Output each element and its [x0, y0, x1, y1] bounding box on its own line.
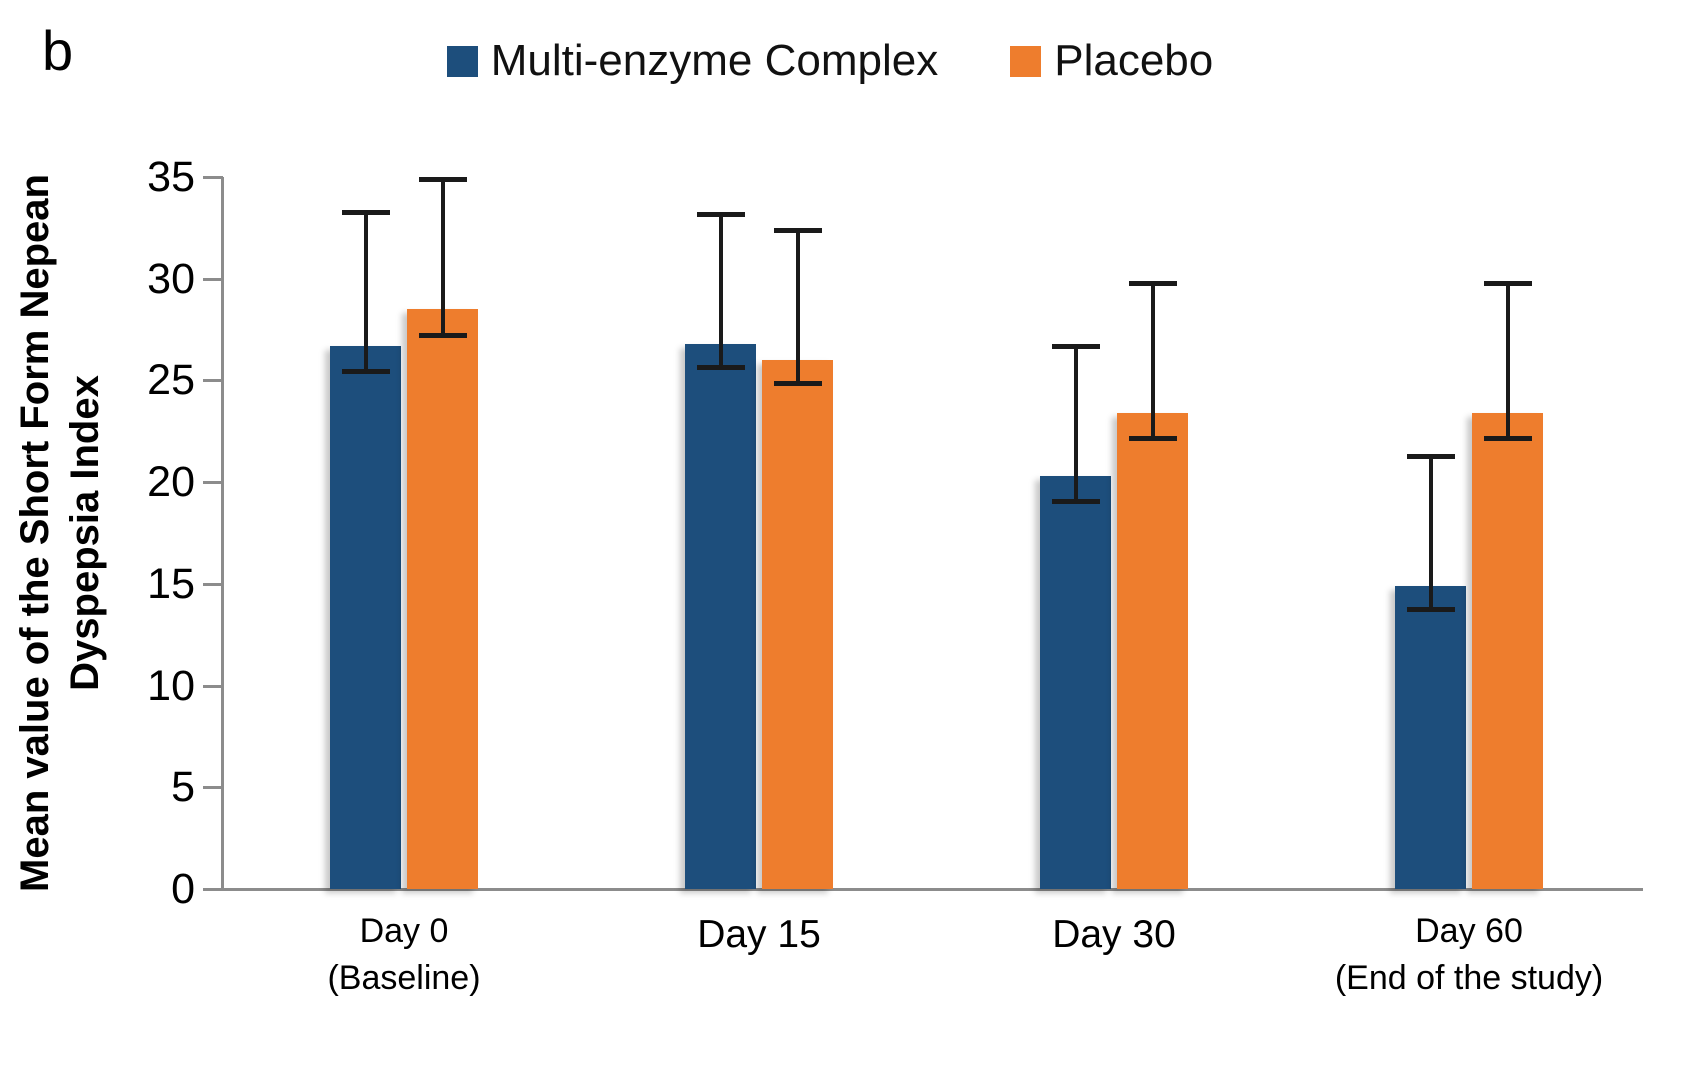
error-bar-placebo-group-1-line: [795, 229, 800, 385]
x-category-label-1: Day 15: [589, 908, 929, 962]
x-axis-line: [223, 888, 1643, 891]
bar-placebo-group-3: [1472, 412, 1543, 889]
error-bar-placebo-group-0-cap-bottom: [418, 332, 467, 338]
y-tick-label-15: 15: [147, 559, 195, 608]
x-category-label-1-line: Day 15: [697, 913, 821, 956]
error-bar-multi-enzyme-complex-group-1-cap-top: [696, 211, 745, 217]
error-bar-multi-enzyme-complex-group-0-line: [363, 211, 368, 373]
error-bar-placebo-group-1-cap-top: [773, 227, 822, 233]
error-bar-placebo-group-0-cap-top: [418, 177, 467, 183]
y-tick-10: [203, 684, 223, 688]
y-tick-label-25: 25: [147, 356, 195, 405]
error-bar-multi-enzyme-complex-group-1-cap-bottom: [696, 365, 745, 371]
bar-placebo-group-1: [762, 360, 833, 889]
y-tick-label-5: 5: [171, 763, 195, 812]
error-bar-placebo-group-0-line: [440, 179, 445, 336]
x-category-label-0-line: Day 0: [359, 912, 449, 950]
bar-multi-enzyme-complex-group-0: [330, 345, 401, 889]
x-category-label-0-line: (Baseline): [327, 958, 481, 997]
legend-item-0: Multi-enzyme Complex: [446, 36, 939, 86]
x-category-label-3: Day 60 (End of the study): [1299, 908, 1639, 1002]
error-bar-placebo-group-1-cap-bottom: [773, 381, 822, 387]
error-bar-multi-enzyme-complex-group-1-line: [718, 213, 723, 369]
y-tick-20: [203, 481, 223, 485]
legend-swatch-0: [446, 45, 478, 77]
error-bar-placebo-group-2-line: [1150, 282, 1155, 440]
x-category-label-3-line: Day 60: [1415, 912, 1523, 950]
error-bar-placebo-group-2-cap-bottom: [1128, 436, 1177, 442]
x-category-label-3-line: (End of the study): [1334, 958, 1604, 997]
error-bar-placebo-group-3-line: [1505, 282, 1510, 440]
y-tick-25: [203, 379, 223, 383]
error-bar-multi-enzyme-complex-group-0-cap-top: [341, 209, 390, 215]
legend: Multi-enzyme Complex Placebo: [0, 36, 1660, 86]
y-axis-title-line1: Mean value of the Short Form Nepean: [13, 174, 57, 892]
y-tick-label-35: 35: [147, 153, 195, 201]
error-bar-multi-enzyme-complex-group-3-cap-bottom: [1406, 607, 1455, 613]
error-bar-multi-enzyme-complex-group-3-cap-top: [1406, 453, 1455, 459]
y-axis-title-line2: Dyspepsia Index: [63, 375, 107, 691]
y-axis-title: Mean value of the Short Form Nepean Dysp…: [10, 153, 114, 913]
y-tick-30: [203, 277, 223, 281]
bar-placebo-group-2: [1117, 412, 1188, 889]
y-tick-0: [203, 888, 223, 891]
y-axis-line: [221, 177, 224, 891]
bar-multi-enzyme-complex-group-3: [1395, 585, 1466, 889]
x-category-label-2: Day 30: [944, 908, 1284, 962]
legend-label-0: Multi-enzyme Complex: [490, 36, 939, 85]
x-category-label-2-line: Day 30: [1052, 913, 1176, 956]
error-bar-multi-enzyme-complex-group-0-cap-bottom: [341, 369, 390, 375]
y-tick-label-20: 20: [147, 458, 195, 507]
error-bar-multi-enzyme-complex-group-2-cap-bottom: [1051, 499, 1100, 505]
y-tick-label-0: 0: [171, 865, 195, 913]
bar-multi-enzyme-complex-group-2: [1040, 476, 1111, 889]
error-bar-multi-enzyme-complex-group-2-line: [1073, 345, 1078, 503]
y-tick-label-30: 30: [147, 254, 195, 303]
error-bar-placebo-group-2-cap-top: [1128, 280, 1177, 286]
y-tick-15: [203, 582, 223, 586]
error-bar-multi-enzyme-complex-group-2-cap-top: [1051, 343, 1100, 349]
x-category-label-0: Day 0 (Baseline): [234, 908, 574, 1002]
y-tick-label-10: 10: [147, 661, 195, 710]
bar-placebo-group-0: [407, 309, 478, 889]
error-bar-multi-enzyme-complex-group-3-line: [1428, 455, 1433, 611]
legend-label-1: Placebo: [1054, 36, 1214, 85]
y-tick-5: [203, 786, 223, 790]
y-tick-35: [203, 176, 223, 179]
bar-multi-enzyme-complex-group-1: [685, 343, 756, 889]
panel-label: b: [42, 19, 74, 82]
error-bar-placebo-group-3-cap-top: [1483, 280, 1532, 286]
legend-swatch-1: [1010, 45, 1042, 77]
legend-item-1: Placebo: [1010, 36, 1213, 86]
error-bar-placebo-group-3-cap-bottom: [1483, 436, 1532, 442]
